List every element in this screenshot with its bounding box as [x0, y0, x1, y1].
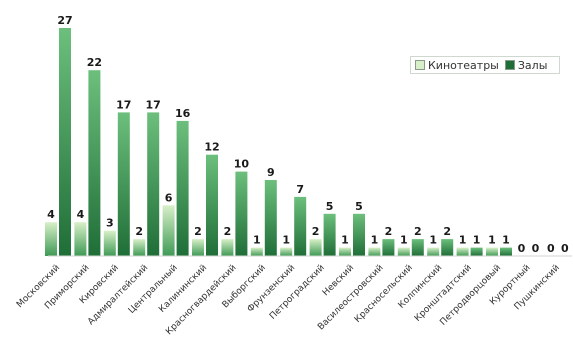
value-label-cinemas-8: 1: [282, 234, 290, 247]
bar-cinemas-5: [192, 239, 204, 256]
bar-halls-11: [382, 239, 395, 256]
bar-halls-3: [147, 112, 160, 257]
value-label-cinemas-0: 4: [47, 208, 55, 221]
bar-halls-8: [294, 196, 307, 256]
bar-halls-2: [117, 112, 130, 257]
bar-halls-5: [206, 154, 218, 256]
legend-swatch-halls: [504, 60, 515, 70]
bar-halls-7: [264, 180, 277, 256]
value-label-halls-0: 27: [57, 14, 72, 27]
legend-item-halls: Залы: [504, 58, 548, 72]
value-label-halls-16: 0: [532, 242, 540, 255]
bar-halls-6: [235, 171, 248, 256]
bar-cinemas-7: [250, 247, 263, 256]
value-label-halls-4: 16: [175, 107, 191, 120]
bar-halls-0: [59, 28, 71, 256]
bar-cinemas-1: [74, 222, 87, 256]
category-label-9: Петроградский: [268, 263, 327, 322]
value-label-cinemas-9: 2: [312, 225, 320, 238]
bar-halls-14: [470, 247, 483, 256]
value-label-cinemas-5: 2: [194, 225, 202, 238]
bar-halls-12: [411, 239, 424, 256]
value-label-halls-8: 7: [296, 183, 304, 196]
bar-halls-15: [500, 247, 512, 256]
value-label-cinemas-17: 0: [547, 242, 555, 255]
bar-halls-13: [441, 239, 454, 256]
bar-cinemas-3: [133, 239, 146, 256]
legend: Кинотеатры Залы: [410, 56, 560, 74]
value-label-cinemas-10: 1: [341, 234, 349, 247]
bar-cinemas-12: [397, 247, 410, 256]
value-label-cinemas-1: 4: [77, 208, 85, 221]
value-label-cinemas-3: 2: [135, 225, 143, 238]
bar-halls-4: [176, 120, 189, 257]
value-label-halls-17: 0: [561, 242, 569, 255]
bar-cinemas-4: [162, 205, 175, 256]
bar-cinemas-14: [456, 247, 469, 256]
value-label-cinemas-6: 2: [224, 225, 232, 238]
value-label-halls-3: 17: [146, 98, 161, 111]
value-label-cinemas-11: 1: [371, 234, 379, 247]
value-label-halls-13: 2: [443, 225, 451, 238]
value-label-cinemas-2: 3: [106, 217, 114, 230]
legend-label-cinemas: Кинотеатры: [428, 58, 499, 72]
bar-halls-1: [88, 70, 101, 256]
legend-label-halls: Залы: [517, 58, 548, 72]
bar-cinemas-8: [280, 247, 293, 256]
value-label-halls-11: 2: [385, 225, 393, 238]
bars-layer: [45, 28, 512, 257]
bar-cinemas-2: [103, 230, 116, 256]
legend-swatch-cinemas: [415, 60, 425, 70]
bar-cinemas-15: [486, 247, 498, 256]
bar-cinemas-11: [368, 247, 381, 256]
value-label-cinemas-7: 1: [253, 234, 261, 247]
bar-cinemas-9: [309, 239, 322, 256]
bar-cinemas-0: [45, 222, 57, 256]
value-label-halls-7: 9: [267, 166, 275, 179]
value-label-halls-14: 1: [473, 234, 481, 247]
value-label-cinemas-14: 1: [459, 234, 467, 247]
value-label-halls-5: 12: [204, 141, 219, 154]
value-label-halls-10: 5: [355, 200, 363, 213]
value-label-halls-15: 1: [502, 234, 510, 247]
value-label-cinemas-12: 1: [400, 234, 408, 247]
legend-item-cinemas: Кинотеатры: [415, 59, 499, 72]
value-label-halls-6: 10: [234, 158, 250, 171]
value-label-halls-12: 2: [414, 225, 422, 238]
bar-cinemas-10: [339, 247, 351, 256]
value-label-cinemas-16: 0: [518, 242, 526, 255]
value-label-halls-9: 5: [326, 200, 334, 213]
value-label-cinemas-15: 1: [488, 234, 496, 247]
value-label-cinemas-4: 6: [165, 191, 173, 204]
value-label-halls-2: 17: [116, 98, 131, 111]
bar-cinemas-13: [427, 247, 440, 256]
category-labels-layer: МосковскийПриморскийКировскийАдмиралтейс…: [15, 263, 562, 337]
bar-halls-9: [323, 213, 336, 256]
value-label-cinemas-13: 1: [429, 234, 437, 247]
bar-cinemas-6: [221, 239, 234, 256]
value-label-halls-1: 22: [87, 56, 102, 69]
bar-halls-10: [353, 213, 365, 256]
